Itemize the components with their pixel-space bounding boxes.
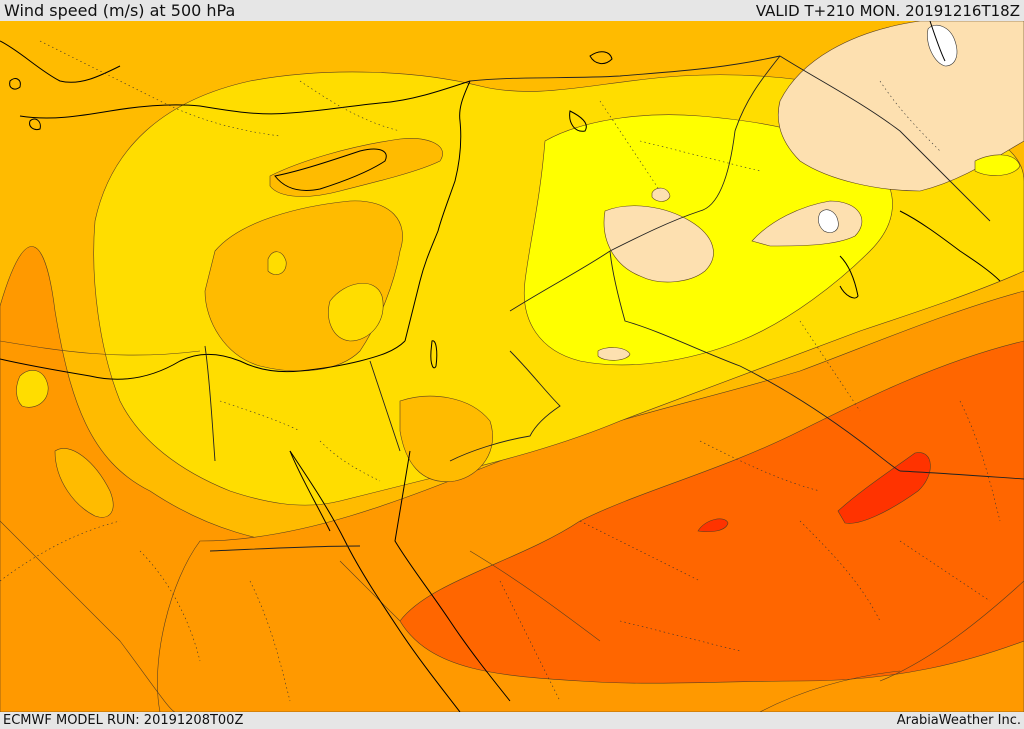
model-run: ECMWF MODEL RUN: 20191208T00Z [3,713,244,728]
coastlines [0,21,1001,712]
credit: ArabiaWeather Inc. [896,713,1021,728]
map-title: Wind speed (m/s) at 500 hPa [4,1,236,20]
field-light-orange-libya-patch [54,448,114,518]
footer-bar: ECMWF MODEL RUN: 20191208T00Z ArabiaWeat… [0,712,1024,729]
field-amber-west-patch [16,369,49,408]
field-lightest-iraq [603,205,714,283]
field-lightest-dot [651,187,671,202]
valid-time: VALID T+210 MON. 20191216T18Z [755,2,1020,20]
field-yellow-east-blob [974,154,1021,176]
borders [204,55,1024,552]
field-amber-band-cyprus [269,138,443,197]
header-bar: Wind speed (m/s) at 500 hPa VALID T+210 … [0,0,1024,21]
field-white-core-2 [818,209,839,233]
field-lightest-iran [777,21,1024,192]
wind-speed-map [0,21,1024,712]
field-amber-sinai [399,395,493,482]
field-red-orange-jet [837,452,931,524]
field-lightest-small [597,347,631,361]
field-gold-patch-1 [328,282,384,342]
field-red-orange-blob [697,518,729,533]
field-lightest-east [751,200,863,247]
field-gold-patch-2 [267,251,287,275]
contour-lines [0,340,1024,712]
field-amber-north [0,21,1024,123]
province-borders [0,40,1001,702]
